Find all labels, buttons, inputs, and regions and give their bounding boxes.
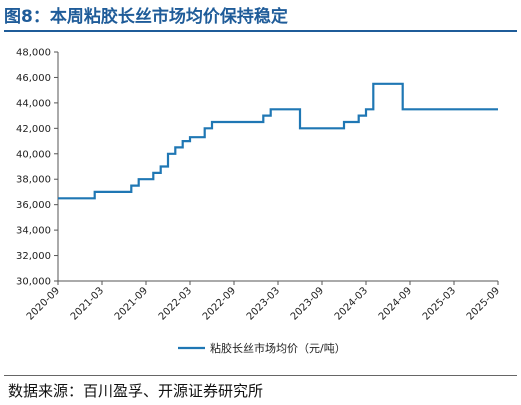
y-tick-label: 40,000 <box>16 149 51 160</box>
chart-title: 图8：本周粘胶长丝市场均价保持稳定 <box>4 7 288 27</box>
y-tick-label: 46,000 <box>16 73 51 84</box>
x-tick-label: 2025-03 <box>421 285 458 322</box>
x-tick-label: 2021-03 <box>69 285 106 322</box>
line-chart: 30,000 32,000 34,000 36,000 38,000 40,000 42,0… <box>16 48 502 356</box>
y-tick-label: 38,000 <box>16 175 51 186</box>
x-tick-label: 2021-09 <box>113 285 150 322</box>
source-note: 数据来源：百川盈孚、开源证券研究所 <box>8 382 264 400</box>
x-tick-label: 2022-09 <box>201 285 238 322</box>
y-axis: 30,000 32,000 34,000 36,000 38,000 40,000 42,0… <box>16 48 59 288</box>
y-tick-label: 44,000 <box>16 98 51 109</box>
y-tick-label: 36,000 <box>16 200 51 211</box>
source-divider <box>4 375 517 376</box>
series-line-viscose-filament-price <box>58 82 498 200</box>
y-tick-label: 34,000 <box>16 226 51 237</box>
x-tick-label: 2022-03 <box>157 285 194 322</box>
legend-label: 粘胶长丝市场均价（元/吨） <box>210 341 346 355</box>
title-divider <box>4 30 517 32</box>
y-tick-label: 30,000 <box>16 277 51 288</box>
y-tick-label: 48,000 <box>16 48 51 59</box>
x-tick-label: 2024-03 <box>333 285 370 322</box>
x-tick-label: 2024-09 <box>377 285 414 322</box>
x-tick-label: 2025-09 <box>465 285 502 322</box>
x-tick-label: 2023-03 <box>245 285 282 322</box>
y-tick-label: 42,000 <box>16 124 51 135</box>
series-layer <box>58 82 498 200</box>
x-tick-label: 2020-09 <box>25 285 62 322</box>
x-axis: 2020-09 2021-03 2021-09 2022-03 2022-09 2023-… <box>25 280 502 323</box>
y-tick-label: 32,000 <box>16 251 51 262</box>
x-tick-label: 2023-09 <box>289 285 326 322</box>
legend: 粘胶长丝市场均价（元/吨） <box>178 341 346 355</box>
